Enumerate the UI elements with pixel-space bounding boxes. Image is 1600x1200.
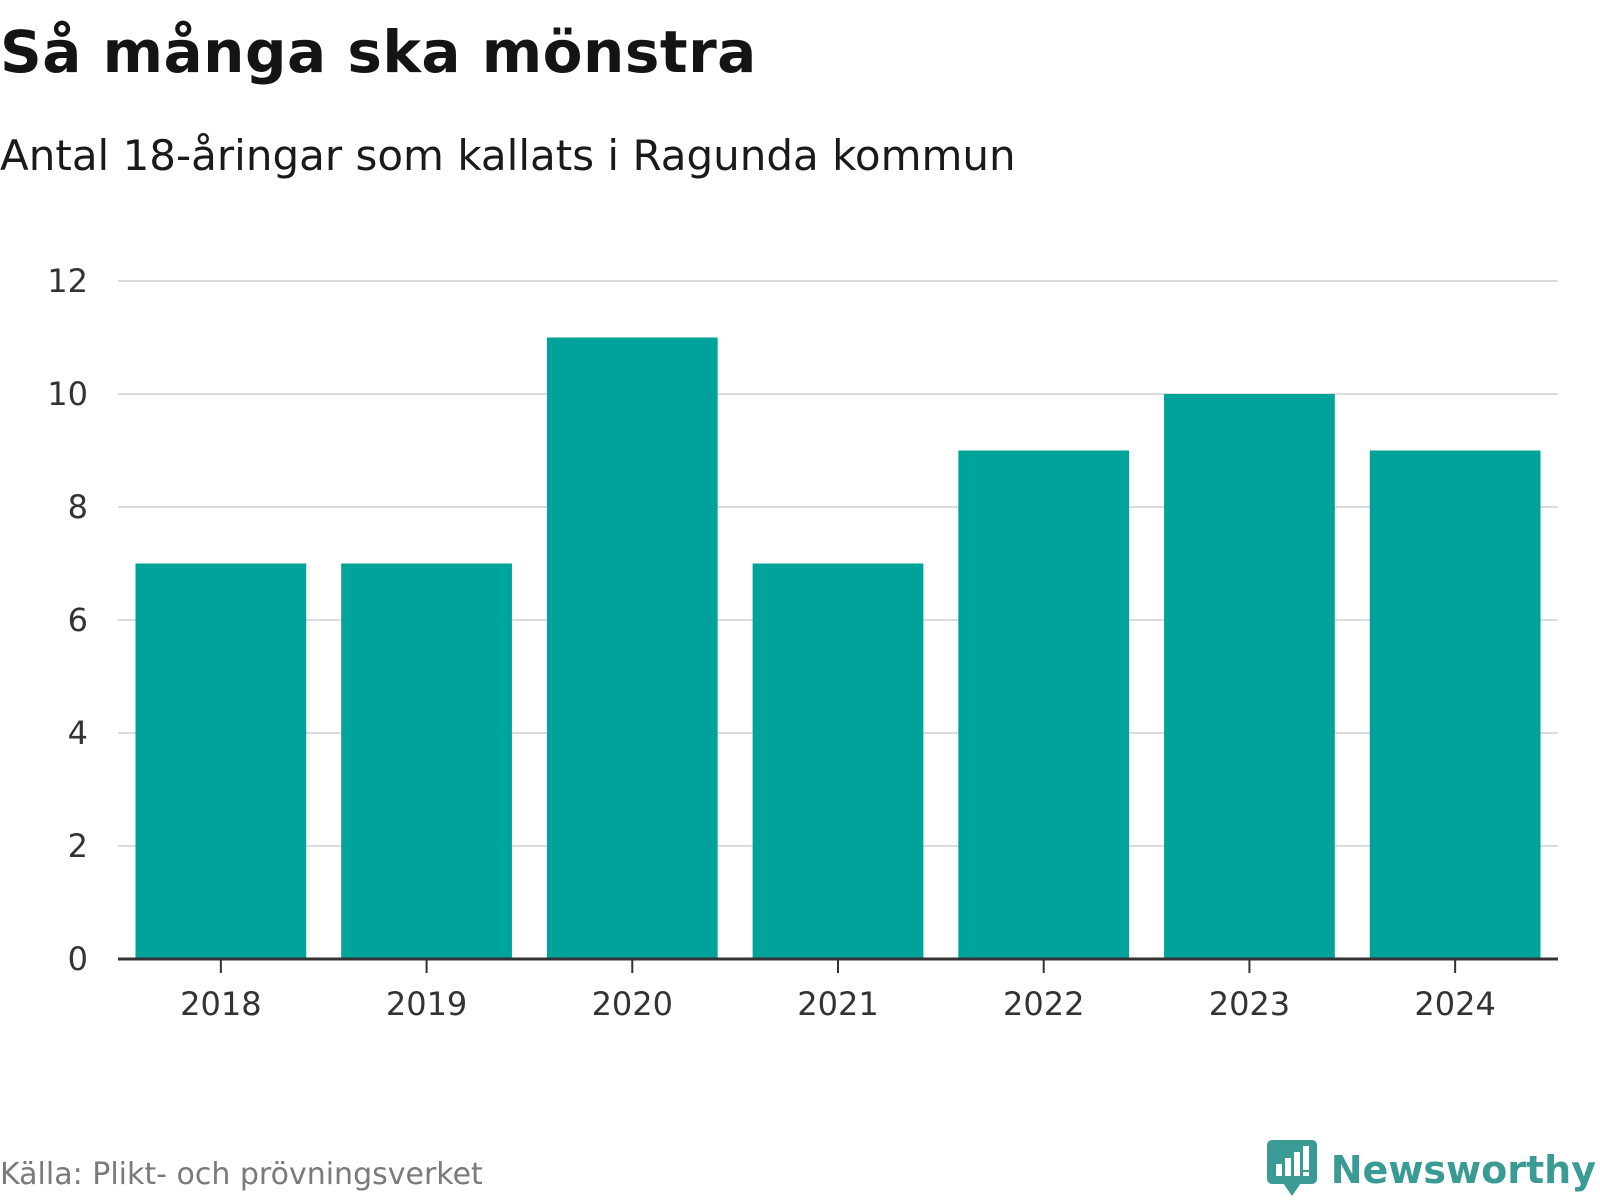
- bar-2020[interactable]: [546, 337, 718, 960]
- y-tick-label: 2: [68, 827, 88, 865]
- bar-2023[interactable]: [1164, 394, 1335, 959]
- bar-2022[interactable]: [958, 450, 1130, 960]
- x-tick-label: 2018: [180, 985, 261, 1023]
- source-note: Källa: Plikt- och prövningsverket: [0, 1157, 483, 1192]
- bar-2018[interactable]: [135, 563, 307, 960]
- chart-title: Så många ska mönstra: [0, 18, 757, 86]
- chart-subtitle: Antal 18-åringar som kallats i Ragunda k…: [0, 131, 1016, 180]
- y-tick-label: 12: [47, 262, 88, 300]
- bar-2024[interactable]: [1369, 450, 1541, 960]
- brand-name: Newsworthy: [1330, 1148, 1596, 1192]
- x-axis: [118, 957, 1558, 973]
- bars: [135, 337, 1541, 960]
- brand-logo[interactable]: Newsworthy: [1266, 1140, 1596, 1200]
- x-tick-label: 2024: [1414, 985, 1495, 1023]
- y-tick-label: 8: [68, 488, 88, 526]
- bar-2019[interactable]: [341, 563, 512, 960]
- y-tick-label: 6: [68, 601, 88, 639]
- x-tick-label: 2020: [592, 985, 673, 1023]
- x-tick-label: 2019: [386, 985, 467, 1023]
- y-tick-labels: 0 2 4 6 8 10 12: [47, 262, 88, 978]
- y-tick-label: 0: [68, 940, 88, 978]
- x-tick-labels: 2018 2019 2020 2021 2022 2023 2024: [180, 985, 1496, 1023]
- x-tick-label: 2023: [1209, 985, 1290, 1023]
- x-tick-label: 2021: [797, 985, 878, 1023]
- y-tick-label: 4: [68, 714, 88, 752]
- y-tick-label: 10: [47, 375, 88, 413]
- newsworthy-logo-icon: [1266, 1140, 1317, 1200]
- bar-2021[interactable]: [752, 563, 924, 960]
- x-tick-label: 2022: [1003, 985, 1084, 1023]
- bar-chart: 0 2 4 6 8 10 12 2018 2019 2020 2021 2022 2023 2024: [47, 262, 1558, 1023]
